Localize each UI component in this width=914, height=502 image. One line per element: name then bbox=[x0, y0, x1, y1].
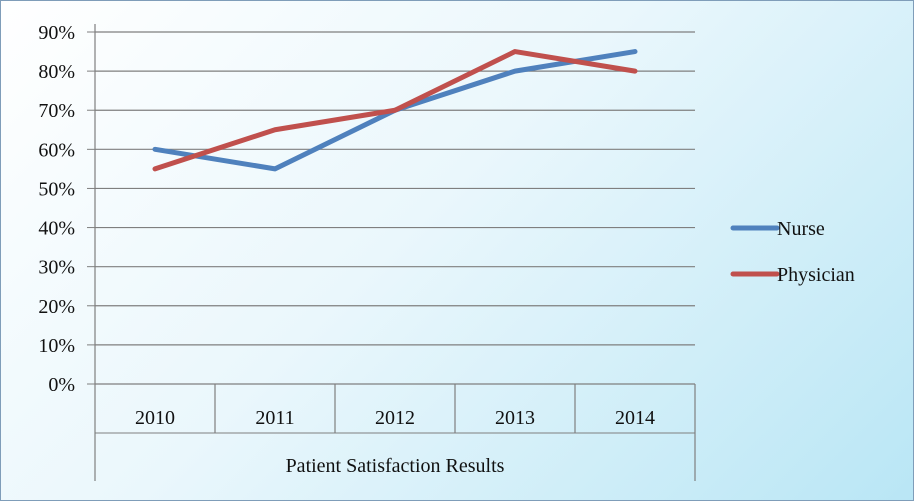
x-tick-label: 2011 bbox=[255, 407, 294, 429]
x-tick-label: 2012 bbox=[375, 407, 415, 429]
series-line-physician bbox=[152, 49, 638, 172]
y-tick-label: 30% bbox=[38, 257, 75, 279]
axes bbox=[87, 24, 696, 481]
x-tick-label: 2014 bbox=[615, 407, 655, 429]
y-tick-label: 20% bbox=[38, 296, 75, 318]
y-tick-label: 0% bbox=[48, 374, 75, 396]
y-tick-label: 80% bbox=[38, 61, 75, 83]
y-tick-label: 70% bbox=[38, 100, 75, 122]
y-tick-label: 60% bbox=[38, 139, 75, 161]
gridlines bbox=[95, 31, 695, 385]
legend-label-physician: Physician bbox=[777, 264, 855, 286]
y-tick-label: 10% bbox=[38, 335, 75, 357]
x-tick-label: 2013 bbox=[495, 407, 535, 429]
y-axis-tick-labels: 0% 10% 20% 30% 40% 50% 60% 70% 80% 90% bbox=[38, 22, 75, 396]
y-tick-label: 40% bbox=[38, 218, 75, 240]
legend: Nurse Physician bbox=[730, 218, 855, 286]
legend-label-nurse: Nurse bbox=[777, 218, 825, 240]
y-tick-label: 90% bbox=[38, 22, 75, 44]
x-axis-title: Patient Satisfaction Results bbox=[286, 455, 505, 477]
y-tick-label: 50% bbox=[38, 178, 75, 200]
x-axis-category-labels: 2010 2011 2012 2013 2014 bbox=[135, 407, 655, 429]
x-tick-label: 2010 bbox=[135, 407, 175, 429]
series-lines bbox=[152, 49, 638, 172]
